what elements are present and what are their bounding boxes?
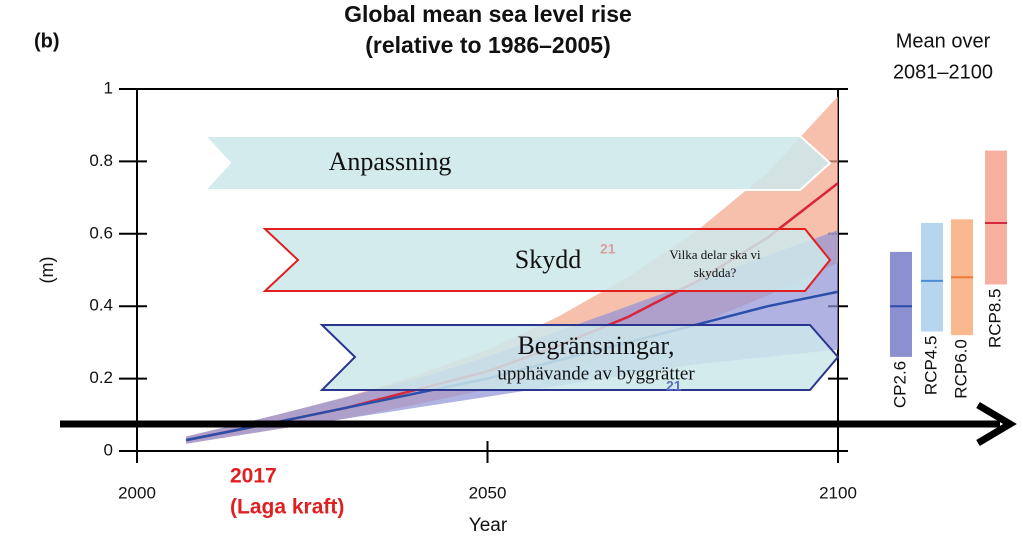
restriction-arrow	[319, 324, 840, 391]
protection-question: skydda?	[694, 265, 737, 280]
range-bar	[921, 222, 943, 332]
y-tick-label: 0.2	[89, 368, 113, 387]
scenario-label: RCP4.5	[921, 336, 940, 396]
chart-title: (relative to 1986–2005)	[365, 32, 611, 58]
side-title: Mean over	[896, 30, 991, 52]
note: 21	[600, 241, 616, 257]
protection-question: Vilka delar ska vi	[669, 247, 761, 262]
y-tick-label: 0.4	[89, 296, 113, 315]
x-axis-label: Year	[469, 515, 508, 536]
y-tick-label: 0.6	[89, 223, 113, 242]
x-tick-label: 2000	[118, 483, 156, 502]
x-tick-label: 2100	[819, 483, 857, 502]
scenario-label: RCP6.0	[951, 339, 970, 399]
y-tick-label: 1	[104, 78, 113, 97]
scenario-label: CP2.6	[890, 361, 909, 408]
y-axis-label: (m)	[37, 257, 57, 284]
protection-arrow	[262, 228, 832, 292]
y-tick-label: 0.8	[89, 151, 113, 170]
range-bar	[985, 150, 1007, 285]
panel-label: (b)	[34, 30, 60, 52]
adaptation-label: Anpassning	[329, 147, 452, 176]
x-tick-label: 2050	[469, 483, 507, 502]
year-marker: 2017	[230, 465, 277, 488]
annotations: Anpassning Skydd 21 Vilka delar ska vi s…	[60, 135, 1017, 447]
note: 21	[666, 378, 682, 394]
year-marker: (Laga kraft)	[230, 496, 344, 519]
y-tick-label: 0	[104, 440, 113, 459]
adaptation-arrow	[202, 135, 832, 191]
scenario-label: RCP8.5	[985, 288, 1004, 348]
timeline-arrow-head	[976, 401, 1017, 447]
range-bar	[890, 251, 912, 357]
chart-title: Global mean sea level rise	[344, 1, 632, 27]
side-title: 2081–2100	[893, 61, 993, 83]
protection-label: Skydd	[515, 245, 581, 274]
restriction-label: upphävande av byggrätter	[497, 363, 695, 384]
restriction-label: Begränsningar,	[517, 331, 674, 360]
